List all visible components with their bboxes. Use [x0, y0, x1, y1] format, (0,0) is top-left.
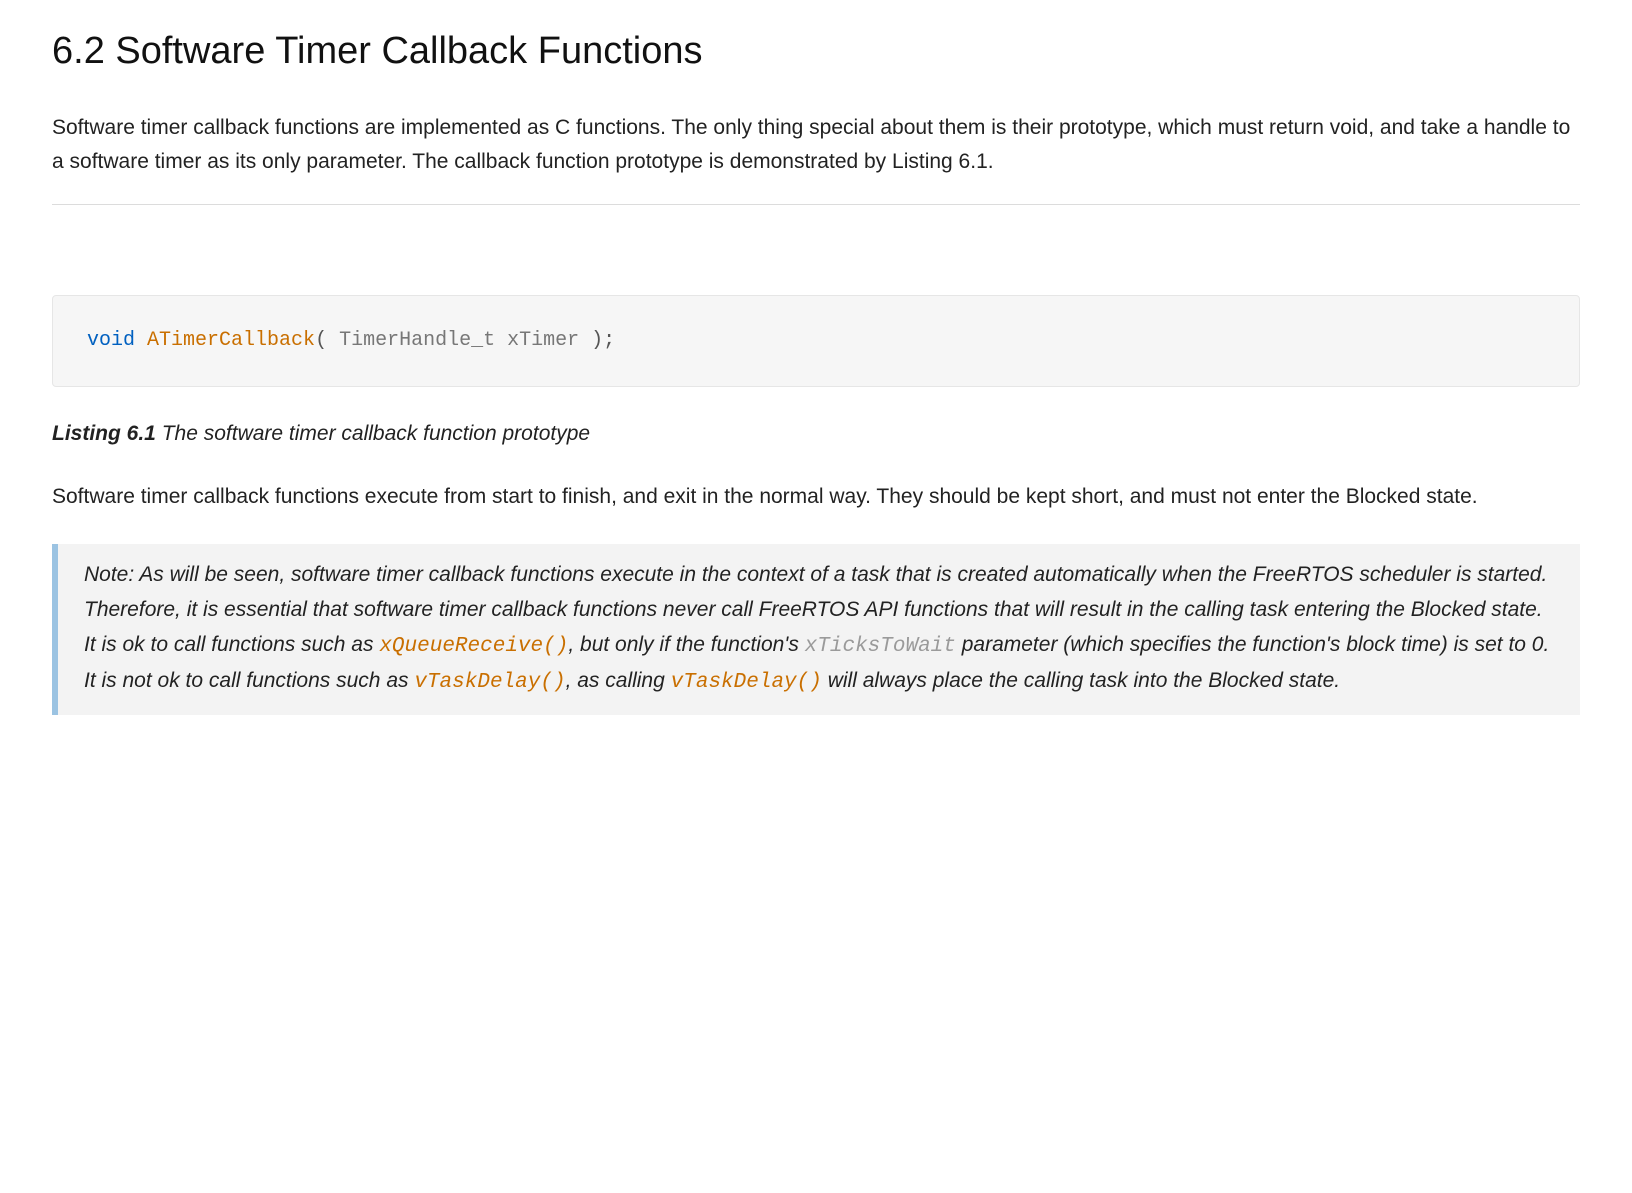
code-function-name: ATimerCallback [147, 329, 315, 352]
listing-caption-text: The software timer callback function pro… [156, 422, 590, 445]
listing-label: Listing 6.1 [52, 422, 156, 445]
code-type: TimerHandle_t [339, 329, 495, 352]
intro-paragraph: Software timer callback functions are im… [52, 111, 1580, 180]
code-listing: void ATimerCallback( TimerHandle_t xTime… [52, 295, 1580, 387]
listing-caption: Listing 6.1 The software timer callback … [52, 417, 1580, 452]
inline-code: vTaskDelay() [414, 671, 565, 694]
code-punct: ( [315, 329, 327, 352]
section-rule [52, 204, 1580, 205]
note-block: Note: As will be seen, software timer ca… [52, 544, 1580, 715]
inline-code: xQueueReceive() [379, 635, 568, 658]
note-span: will always place the calling task into … [822, 669, 1340, 692]
inline-code: vTaskDelay() [671, 671, 822, 694]
body-paragraph: Software timer callback functions execut… [52, 480, 1580, 515]
code-param: xTimer [507, 329, 579, 352]
code-keyword: void [87, 329, 135, 352]
note-text: Note: As will be seen, software timer ca… [84, 558, 1554, 701]
code-punct: ); [591, 329, 615, 352]
document-page: 6.2 Software Timer Callback Functions So… [0, 0, 1632, 755]
inline-code: xTicksToWait [805, 635, 956, 658]
note-span: , but only if the function's [568, 633, 804, 656]
note-span: , as calling [566, 669, 671, 692]
section-heading: 6.2 Software Timer Callback Functions [52, 20, 1580, 83]
